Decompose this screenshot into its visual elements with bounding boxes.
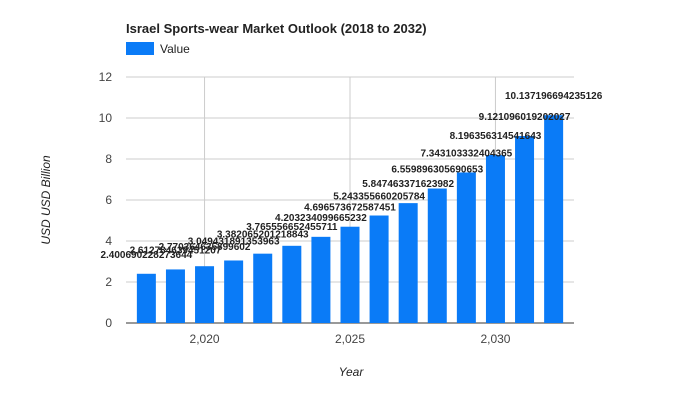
x-tick-label: 2,030 — [480, 332, 510, 346]
data-label-2024: 4.203234099665232 — [275, 213, 367, 224]
bar-2022 — [253, 253, 273, 323]
chart-title: Israel Sports-wear Market Outlook (2018 … — [126, 21, 427, 36]
data-label-2022: 3.382065201218843 — [217, 230, 309, 241]
data-label-2029: 7.343103332404365 — [420, 148, 512, 159]
y-axis-title: USD USD Billion — [39, 155, 53, 245]
legend-swatch-value — [126, 42, 154, 55]
bar-2023 — [282, 245, 302, 323]
data-label-2026: 5.243355660205784 — [333, 192, 425, 203]
y-tick-label: 6 — [105, 193, 112, 207]
bar-2019 — [165, 269, 185, 323]
data-label-2028: 6.559896305690653 — [391, 165, 483, 176]
bar-2028 — [427, 188, 447, 323]
bar-2030 — [485, 154, 505, 323]
bar-2018 — [136, 273, 156, 323]
bars — [136, 115, 564, 323]
bar-2031 — [515, 136, 535, 323]
data-label-2032: 10.137196694235126 — [505, 91, 603, 102]
legend-label-value: Value — [160, 42, 190, 56]
y-tick-label: 10 — [99, 111, 113, 125]
data-label-2021: 3.049431891353963 — [188, 236, 280, 247]
x-axis-ticks: 2,020 2,025 2,030 — [190, 332, 511, 346]
x-axis-title: Year — [339, 365, 365, 379]
bar-2029 — [456, 172, 476, 323]
bar-2025 — [340, 226, 360, 323]
data-label-2020: 2.770364635899602 — [159, 242, 251, 253]
bar-2032 — [544, 115, 564, 323]
bar-2020 — [195, 266, 215, 323]
bar-2021 — [224, 260, 244, 323]
y-tick-label: 8 — [105, 152, 112, 166]
data-label-2031: 9.121096019202027 — [479, 112, 571, 123]
bar-2026 — [369, 215, 389, 323]
y-tick-label: 4 — [105, 234, 112, 248]
y-axis-ticks: 0 2 4 6 8 10 12 — [99, 70, 113, 330]
x-tick-label: 2,025 — [335, 332, 365, 346]
data-label-2018: 2.400690228273644 — [100, 250, 192, 261]
y-tick-label: 0 — [105, 316, 112, 330]
x-tick-label: 2,020 — [190, 332, 220, 346]
data-label-2019: 2.612784639451207 — [130, 245, 222, 256]
y-tick-label: 2 — [105, 275, 112, 289]
data-labels: 2.4006902282736442.6127846394512072.7703… — [100, 91, 602, 261]
y-tick-label: 12 — [99, 70, 113, 84]
data-label-2030: 8.196356314541643 — [450, 131, 542, 142]
data-label-2027: 5.847463371623982 — [362, 179, 454, 190]
legend: Value — [126, 42, 190, 56]
data-label-2025: 4.696573672587451 — [304, 203, 396, 214]
bar-2024 — [311, 236, 331, 323]
data-label-2023: 3.765556652455711 — [246, 222, 338, 233]
bar-2027 — [398, 203, 418, 323]
